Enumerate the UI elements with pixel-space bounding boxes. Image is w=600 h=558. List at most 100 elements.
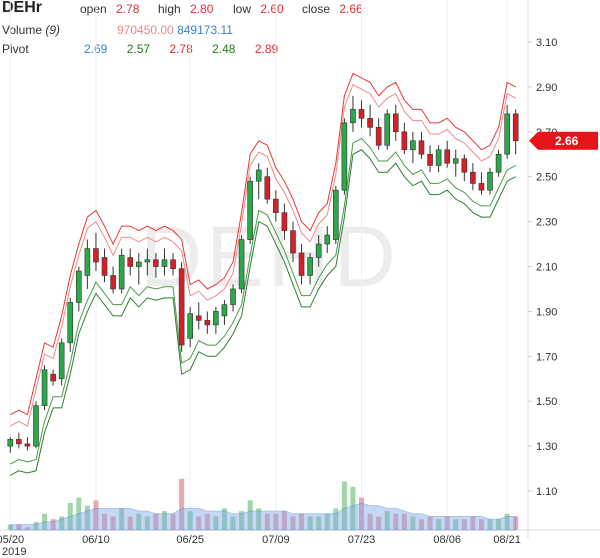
volume-bar xyxy=(333,508,339,530)
volume-bar xyxy=(384,511,390,530)
ohlc-readout: open 2.78 xyxy=(80,2,139,16)
volume-bar xyxy=(136,513,142,530)
candle-body xyxy=(478,183,485,191)
volume-bar xyxy=(436,519,442,530)
volume-period: (9) xyxy=(45,23,61,37)
candle-body xyxy=(247,180,253,240)
candle-body xyxy=(375,127,382,146)
candle-body xyxy=(153,259,159,267)
candle-body xyxy=(170,259,176,270)
close-label: close xyxy=(302,2,331,16)
y-tick-label: 1.30 xyxy=(536,441,557,453)
x-tick-label: 06/10 xyxy=(82,534,110,546)
candle-body xyxy=(67,302,74,344)
volume-values: 970450.00 849173.11 xyxy=(117,23,233,37)
y-tick-label: 1.70 xyxy=(536,351,557,363)
candle-body xyxy=(50,373,56,382)
candle-body xyxy=(41,369,48,406)
volume-bar xyxy=(410,516,416,530)
volume-bar xyxy=(316,516,322,530)
candle-body xyxy=(392,113,399,133)
candle-body xyxy=(324,234,331,245)
pivot-value: 2.48 xyxy=(212,42,236,56)
x-tick-label: 06/25 xyxy=(176,534,204,546)
candle-body xyxy=(495,153,502,173)
x-tick-label: 05/20 xyxy=(0,534,24,546)
candle-body xyxy=(512,113,519,142)
candle-body xyxy=(350,109,356,124)
volume-bar xyxy=(487,519,493,530)
high-label: high xyxy=(158,2,181,16)
candle-body xyxy=(487,171,493,191)
volume-bar xyxy=(264,513,270,530)
candle-body xyxy=(144,259,151,263)
volume-bar xyxy=(470,516,476,530)
candle-body xyxy=(410,140,416,151)
candle-body xyxy=(470,171,476,184)
volume-bar xyxy=(187,511,193,530)
pivot-value: 2.89 xyxy=(254,42,279,56)
volume-bar xyxy=(127,516,133,530)
volume-bar xyxy=(67,503,73,530)
candle-body xyxy=(84,248,91,276)
y-tick-label: 1.90 xyxy=(536,306,557,318)
candle-body xyxy=(93,248,99,263)
volume-bar xyxy=(478,519,484,530)
volume-average-area xyxy=(9,502,517,531)
close-readout: close 2.66 xyxy=(302,2,363,16)
volume-bar xyxy=(7,524,13,530)
candle-body xyxy=(281,212,288,231)
volume-bar xyxy=(307,516,313,530)
volume-bar xyxy=(427,516,433,530)
volume-bar xyxy=(376,516,382,530)
volume-bar xyxy=(401,513,407,530)
candle-body xyxy=(341,122,348,191)
close-value: 2.66 xyxy=(339,2,363,16)
candle-body xyxy=(384,113,391,146)
x-tick-label: 08/06 xyxy=(433,534,461,546)
pivot-upper-band xyxy=(10,72,516,416)
last-price-tag: 2.66 xyxy=(529,131,598,150)
volume-bar xyxy=(33,521,39,530)
candle-body xyxy=(315,243,322,258)
candle-body xyxy=(444,149,450,164)
x-tick-label: 07/09 xyxy=(262,534,290,546)
volume-bar xyxy=(161,511,167,530)
volume-bar xyxy=(204,513,210,530)
candle-body xyxy=(298,252,305,276)
pivot-values: 2.69 2.57 2.78 2.48 2.89 xyxy=(84,42,278,56)
volume-bar xyxy=(281,511,287,530)
volume-bar xyxy=(513,516,519,530)
volume-bar xyxy=(247,500,253,530)
candle-body xyxy=(161,259,168,267)
volume-bar xyxy=(324,513,330,530)
volume-bar xyxy=(290,516,296,530)
low-label: low xyxy=(233,2,252,16)
pivot-value: 2.57 xyxy=(126,42,151,56)
volume-bar xyxy=(213,516,219,530)
volume-bar xyxy=(496,519,502,530)
candle-body xyxy=(367,118,373,128)
volume-bar xyxy=(24,527,30,530)
candle-body xyxy=(401,131,408,151)
volume-bar xyxy=(179,478,185,530)
volume-bar xyxy=(42,513,48,530)
y-tick-label: 2.50 xyxy=(536,172,557,184)
pivot-upper-band-2 xyxy=(10,83,516,427)
y-tick-label: 2.90 xyxy=(536,82,557,94)
pivot-label: Pivot xyxy=(2,42,29,56)
symbol: DEHr xyxy=(2,0,43,16)
volume-bar xyxy=(221,508,227,530)
volume-bar xyxy=(144,516,150,530)
volume-bar xyxy=(350,486,356,530)
y-tick-label: 1.50 xyxy=(536,396,557,408)
svg-text:2.66: 2.66 xyxy=(555,134,579,148)
high-readout: high 2.80 xyxy=(158,2,213,16)
low-value: 2.60 xyxy=(260,2,284,16)
candle-body xyxy=(135,261,142,267)
candle-body xyxy=(118,254,125,290)
volume-bar xyxy=(418,519,424,530)
volume-bar xyxy=(461,519,467,530)
candle-body xyxy=(333,189,339,240)
